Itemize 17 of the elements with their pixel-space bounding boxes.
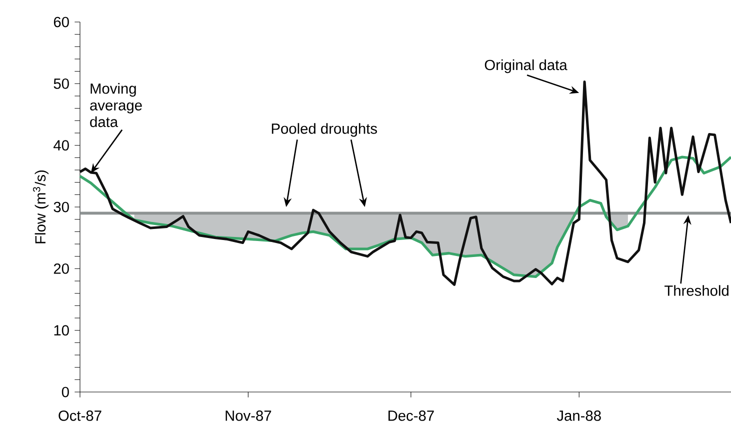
ref-line-label: Threshold: [664, 285, 728, 296]
annotation: Moving average data: [90, 83, 142, 128]
y-tick-label: 40: [54, 140, 69, 151]
y-tick-label: 10: [54, 325, 69, 336]
y-axis-title: Flow (m$^{3}$/s): [32, 170, 48, 244]
y-tick-label: 50: [54, 78, 69, 89]
x-tick-label: Nov-87: [226, 410, 272, 421]
y-tick-label: 20: [54, 263, 69, 274]
annotation: Original data: [484, 59, 568, 74]
x-tick-label: Oct-87: [58, 410, 102, 421]
line-series: [78, 80, 731, 286]
y-tick-label: 0: [62, 386, 69, 398]
annotation: Pooled droughts: [272, 123, 377, 137]
y-tick-label: 30: [54, 202, 69, 212]
y-tick-label: 60: [54, 16, 69, 28]
x-tick-label: Dec-87: [388, 410, 434, 421]
x-tick-label: Jan-88: [556, 410, 601, 421]
